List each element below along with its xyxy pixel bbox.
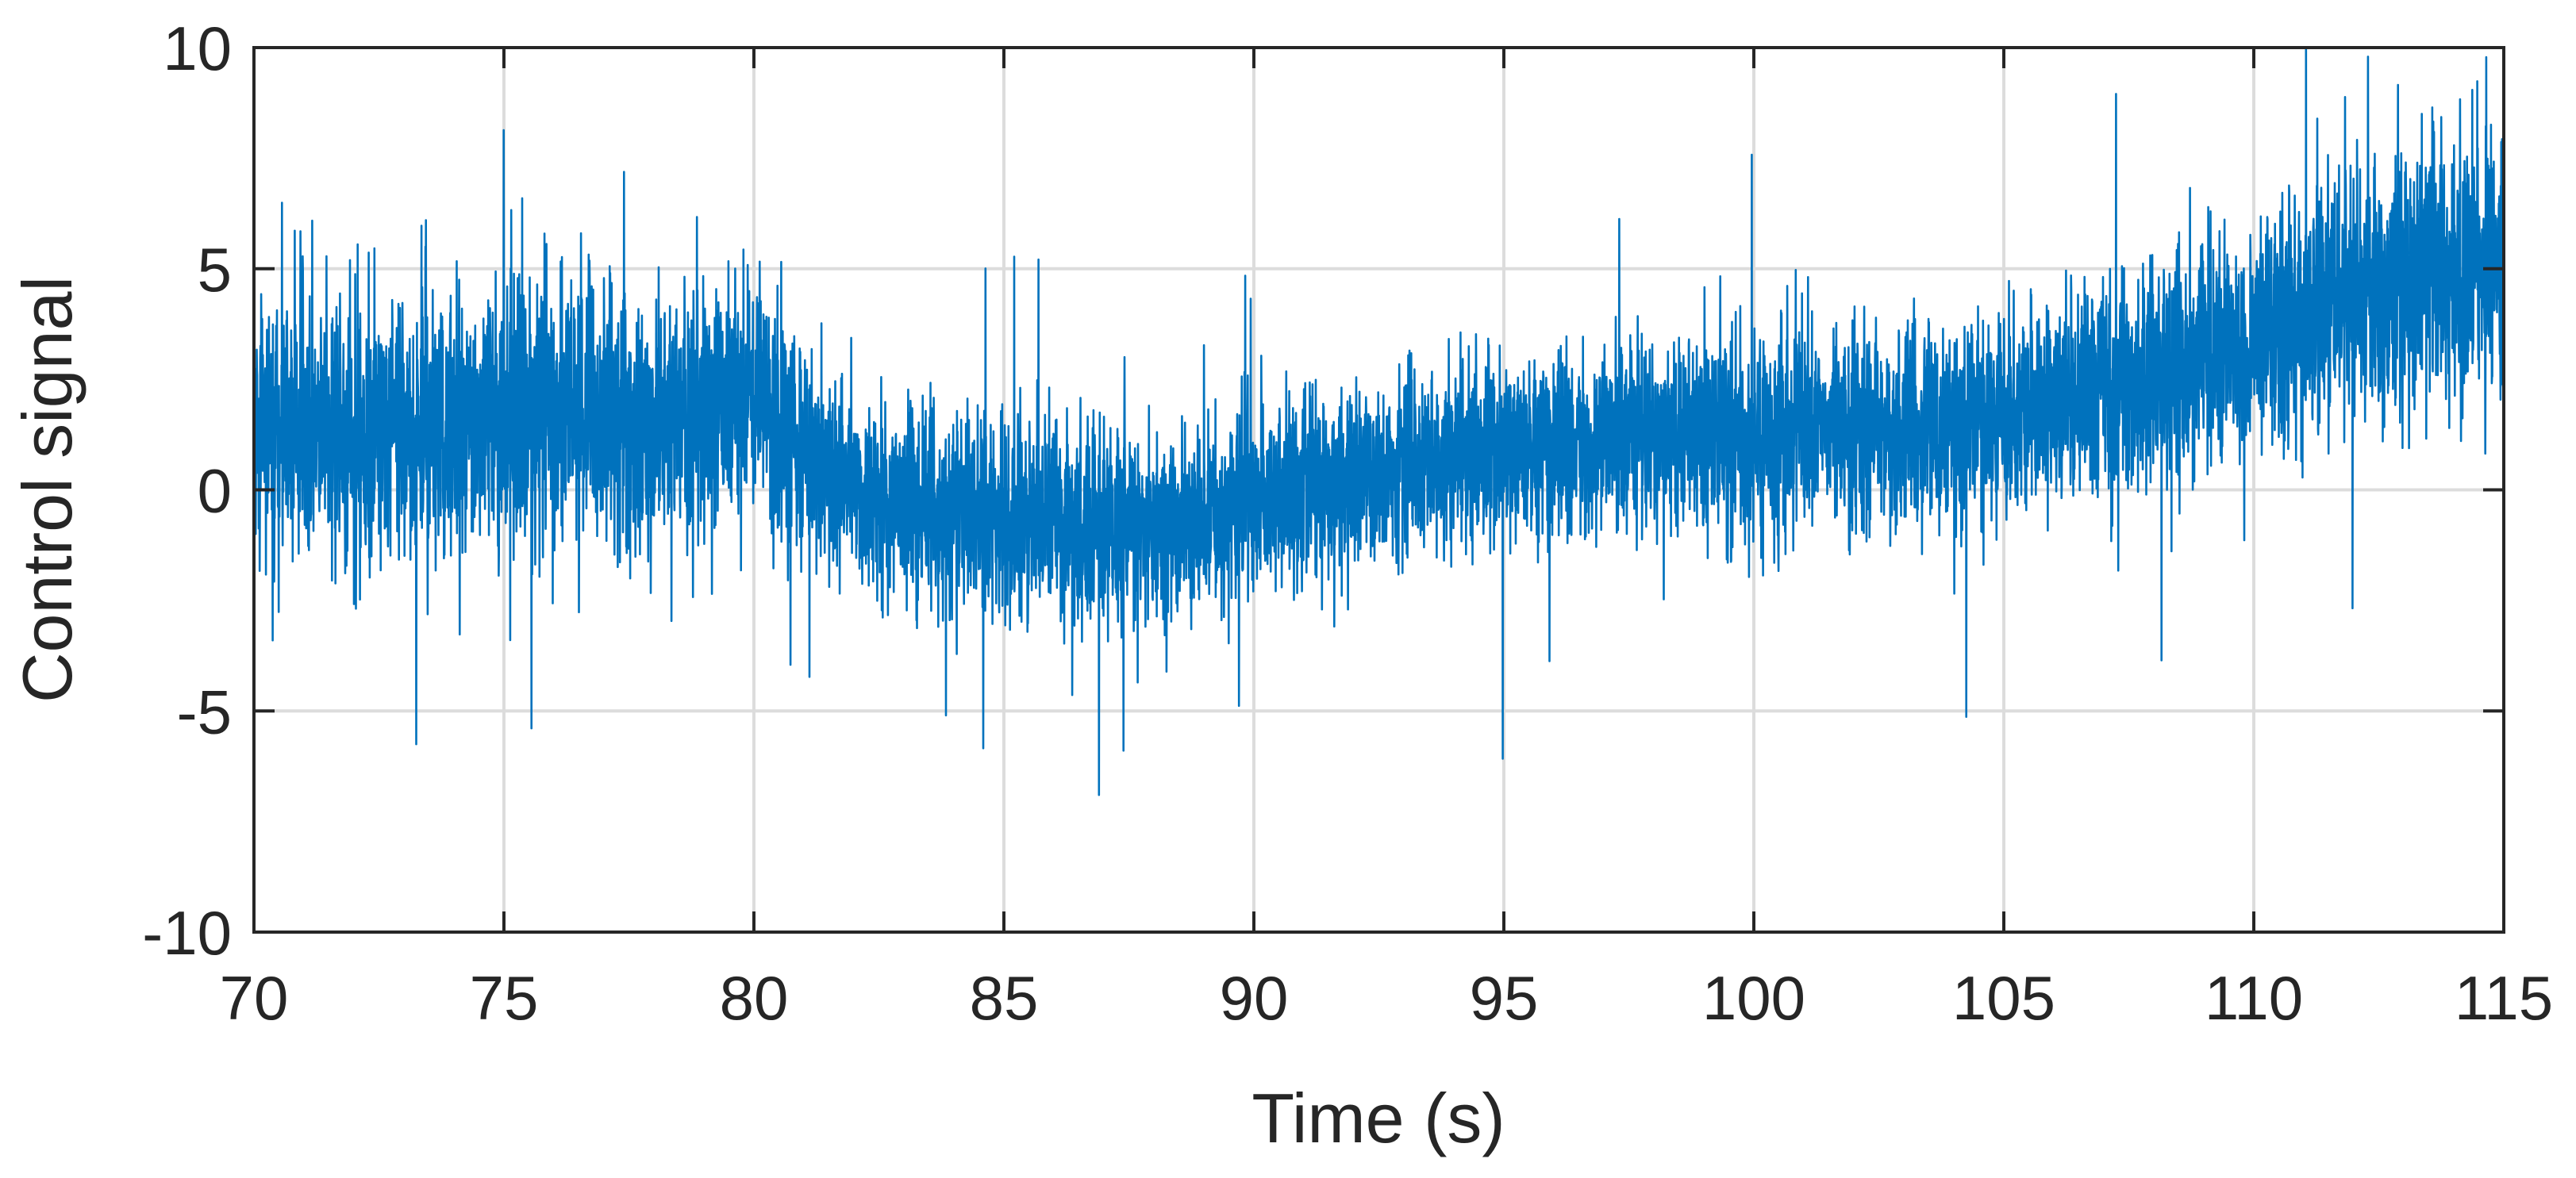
x-tick-labels: 70 75 80 85 90 95 100 105 110 115 — [220, 963, 2554, 1033]
series-line-control-signal — [254, 48, 2504, 796]
x-tick-label: 80 — [720, 963, 789, 1033]
plot-area — [254, 48, 2504, 796]
y-tick-label: -5 — [177, 677, 232, 746]
x-tick-label: 105 — [1952, 963, 2055, 1033]
y-tick-labels: -10 -5 0 5 10 — [142, 13, 232, 968]
x-tick-label: 95 — [1470, 963, 1539, 1033]
y-tick-label: 0 — [198, 456, 232, 526]
x-tick-label: 90 — [1220, 963, 1289, 1033]
axis-ticks — [252, 46, 2505, 934]
y-axis-label: Control signal — [8, 276, 87, 703]
x-tick-label: 70 — [220, 963, 289, 1033]
y-tick-label: -10 — [142, 898, 232, 968]
x-tick-label: 100 — [1702, 963, 1805, 1033]
x-tick-label: 115 — [2455, 963, 2553, 1033]
x-axis-label: Time (s) — [1251, 1079, 1505, 1157]
x-tick-label: 110 — [2205, 963, 2303, 1033]
y-tick-label: 10 — [163, 13, 232, 83]
x-tick-label: 85 — [970, 963, 1039, 1033]
y-tick-label: 5 — [198, 235, 232, 305]
x-tick-label: 75 — [470, 963, 539, 1033]
